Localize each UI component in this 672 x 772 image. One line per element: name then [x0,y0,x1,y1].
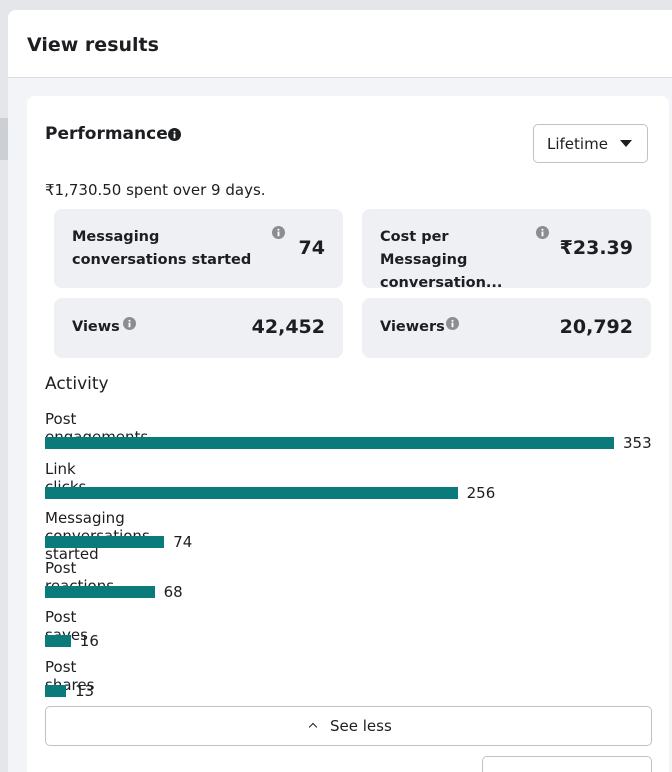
info-icon[interactable] [168,128,181,141]
panel-title: View results [27,34,159,56]
panel-header: View results [8,10,672,78]
results-panel: View results Performance Lifetime ₹1,730… [8,10,672,772]
metric-value: 42,452 [251,316,325,338]
view-button[interactable] [482,756,652,772]
activity-bar [45,685,66,697]
activity-value: 16 [79,632,99,651]
period-dropdown[interactable]: Lifetime [533,124,648,163]
activity-bar [45,585,155,598]
metric-tile: Views 42,452 [54,298,343,358]
metric-label: Viewers [380,319,445,335]
performance-card: Performance Lifetime ₹1,730.50 spent ove… [27,96,669,772]
info-icon[interactable] [446,317,459,330]
chevron [308,722,318,732]
metric-tile: Viewers 20,792 [362,298,651,358]
metric-label: Cost per Messaging conversation... [380,229,503,291]
metric-value: ₹23.39 [559,237,633,259]
activity-title: Activity [45,374,109,394]
sidebar-edge [0,118,8,160]
button-label: See less [330,717,392,735]
activity-value: 13 [74,682,95,700]
info-icon[interactable] [536,226,549,239]
spend-summary: ₹1,730.50 spent over 9 days. [45,181,266,199]
metric-label: Messaging conversations started [72,229,252,268]
activity-bar [45,437,614,449]
dropdown-label: Lifetime [547,135,608,153]
metric-value: 74 [298,237,325,259]
activity-value: 68 [163,582,183,601]
activity-bar [45,486,458,499]
section-title: Performance [45,124,168,144]
activity-bar [45,536,165,549]
metric-tile: Cost per Messaging conversation... ₹23.3… [362,209,651,291]
metric-tile: Messaging conversations started 74 [54,209,343,288]
activity-value: 74 [173,533,193,552]
activity-value: 353 [623,434,652,452]
activity-bar [45,635,71,648]
caret [620,140,632,147]
info-icon[interactable] [123,317,136,330]
metric-label: Views [72,319,120,335]
activity-value: 256 [466,483,496,502]
metric-value: 20,792 [559,316,633,338]
info-icon[interactable] [272,226,285,239]
see-less-button[interactable]: See less [45,706,652,746]
